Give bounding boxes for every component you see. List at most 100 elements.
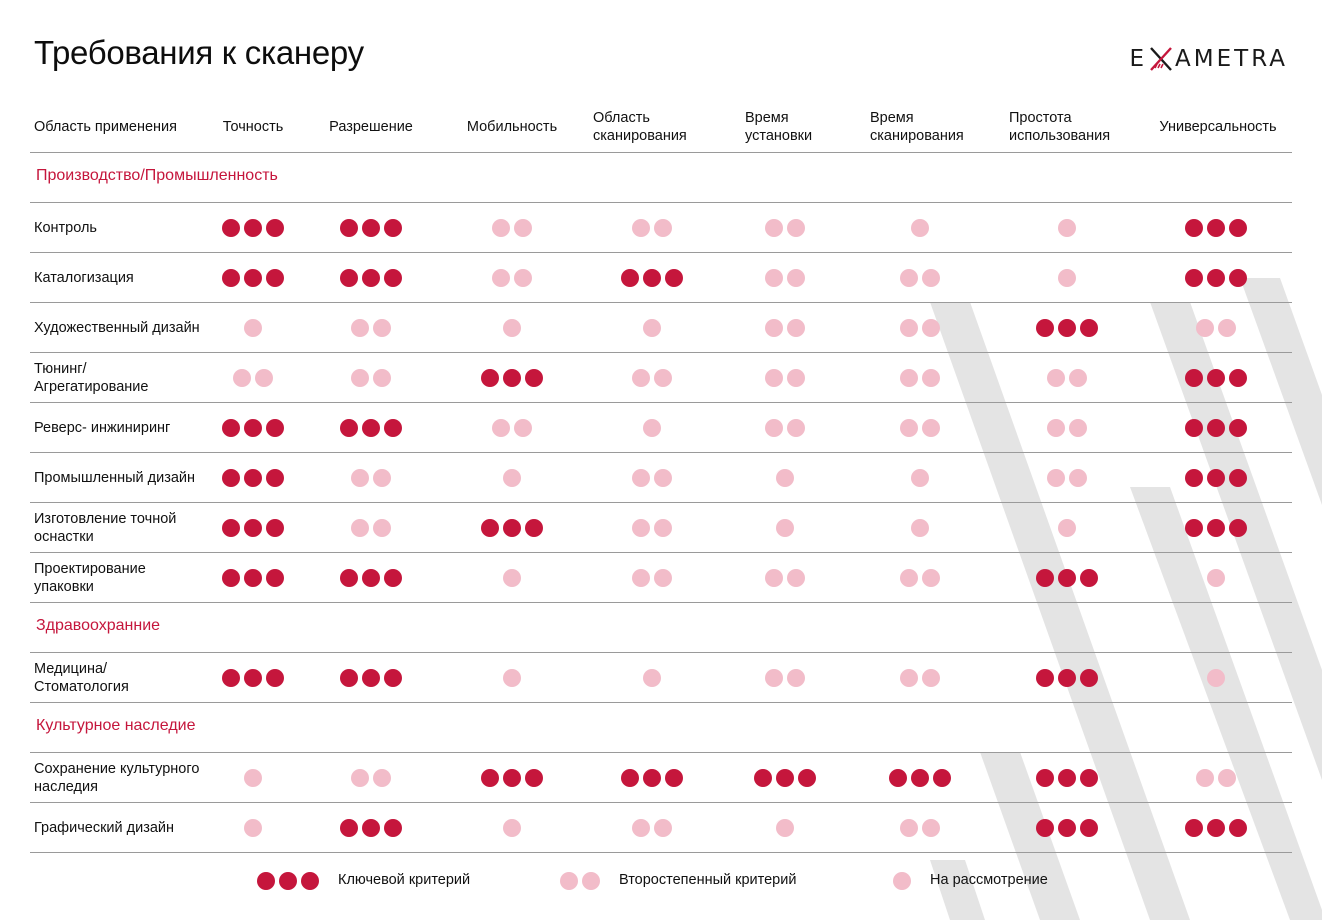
rating-dot xyxy=(514,218,532,237)
rating-cell xyxy=(1027,453,1107,502)
rating-dot xyxy=(776,468,794,487)
legend-dots xyxy=(893,871,911,891)
rating-dot xyxy=(643,768,661,787)
rating-dot xyxy=(492,268,510,287)
rating-dot xyxy=(340,568,358,587)
row-label: Изготовление точной оснастки xyxy=(34,510,177,545)
rating-dot xyxy=(1058,768,1076,787)
rating-cell xyxy=(1176,403,1256,452)
rating-dot xyxy=(514,268,532,287)
rating-cell xyxy=(213,303,293,352)
rating-dot xyxy=(1036,668,1054,687)
rating-cell xyxy=(745,753,825,802)
rating-dot xyxy=(1196,318,1214,337)
rating-dot xyxy=(222,668,240,687)
rating-cell xyxy=(331,653,411,702)
rating-dot xyxy=(244,568,262,587)
legend-label: На рассмотрение xyxy=(930,872,1048,888)
rating-dot xyxy=(351,518,369,537)
rating-cell xyxy=(880,503,960,552)
legend-dots xyxy=(560,871,600,891)
rating-dot xyxy=(654,568,672,587)
rating-dot xyxy=(1058,268,1076,287)
rating-cell xyxy=(880,803,960,852)
rating-cell xyxy=(880,353,960,402)
rating-dot xyxy=(1036,568,1054,587)
rating-dot xyxy=(765,568,783,587)
rating-dot xyxy=(933,768,951,787)
page-title: Требования к сканеру xyxy=(34,34,364,71)
rating-dot xyxy=(244,518,262,537)
rating-dot xyxy=(665,268,683,287)
brand-left: E xyxy=(1129,46,1148,72)
rating-dot xyxy=(301,872,319,890)
rating-dot xyxy=(893,872,911,890)
rating-cell xyxy=(331,553,411,602)
rating-cell xyxy=(880,753,960,802)
rating-dot xyxy=(911,218,929,237)
rating-dot xyxy=(621,268,639,287)
rating-dot xyxy=(654,218,672,237)
rating-dot xyxy=(632,468,650,487)
row-label: Сохранение культурного наследия xyxy=(34,760,200,795)
rating-cell xyxy=(745,353,825,402)
rating-cell xyxy=(880,403,960,452)
rating-cell xyxy=(1027,553,1107,602)
rating-dot xyxy=(560,872,578,890)
rating-dot xyxy=(776,818,794,837)
rating-dot xyxy=(621,768,639,787)
brand-logo: E AMETRA xyxy=(1130,44,1289,74)
rating-cell xyxy=(213,203,293,252)
rating-dot xyxy=(340,268,358,287)
rating-cell xyxy=(213,803,293,852)
rating-dot xyxy=(1185,818,1203,837)
rating-cell xyxy=(612,453,692,502)
rating-cell xyxy=(213,353,293,402)
rating-dot xyxy=(1069,368,1087,387)
rating-cell xyxy=(1027,653,1107,702)
rating-dot xyxy=(351,468,369,487)
rating-dot xyxy=(244,418,262,437)
rating-dot xyxy=(222,418,240,437)
rating-cell xyxy=(612,203,692,252)
rating-dot xyxy=(922,318,940,337)
rating-cell xyxy=(612,503,692,552)
rating-cell xyxy=(745,403,825,452)
table-row: Изготовление точной оснастки xyxy=(30,503,1292,553)
rating-cell xyxy=(472,753,552,802)
rating-dot xyxy=(1229,818,1247,837)
legend: Ключевой критерий Второстепенный критерий… xyxy=(0,871,1322,891)
rating-dot xyxy=(1036,318,1054,337)
rating-dot xyxy=(765,368,783,387)
row-label: Тюнинг/ Агрегатирование xyxy=(34,360,149,395)
rating-dot xyxy=(632,518,650,537)
rating-dot xyxy=(244,668,262,687)
rating-dot xyxy=(503,668,521,687)
rating-dot xyxy=(340,418,358,437)
table-row: Медицина/ Стоматология xyxy=(30,653,1292,703)
brand-right: AMETRA xyxy=(1175,46,1288,72)
rating-dot xyxy=(1080,818,1098,837)
rating-dot xyxy=(900,318,918,337)
rating-dot xyxy=(266,468,284,487)
rating-cell xyxy=(331,303,411,352)
table-row: Проектирование упаковки xyxy=(30,553,1292,603)
rating-dot xyxy=(384,218,402,237)
rating-dot xyxy=(1229,268,1247,287)
rating-cell xyxy=(213,403,293,452)
rating-cell xyxy=(612,803,692,852)
rating-cell xyxy=(331,503,411,552)
header-1: Точность xyxy=(222,119,284,135)
rating-cell xyxy=(1027,203,1107,252)
rating-dot xyxy=(481,768,499,787)
rating-cell xyxy=(472,553,552,602)
rating-dot xyxy=(1185,218,1203,237)
rating-dot xyxy=(1218,768,1236,787)
rating-cell xyxy=(472,203,552,252)
rating-dot xyxy=(1047,468,1065,487)
row-label: Медицина/ Стоматология xyxy=(34,660,129,695)
rating-dot xyxy=(911,768,929,787)
rating-cell xyxy=(331,453,411,502)
rating-dot xyxy=(765,218,783,237)
rating-cell xyxy=(331,203,411,252)
